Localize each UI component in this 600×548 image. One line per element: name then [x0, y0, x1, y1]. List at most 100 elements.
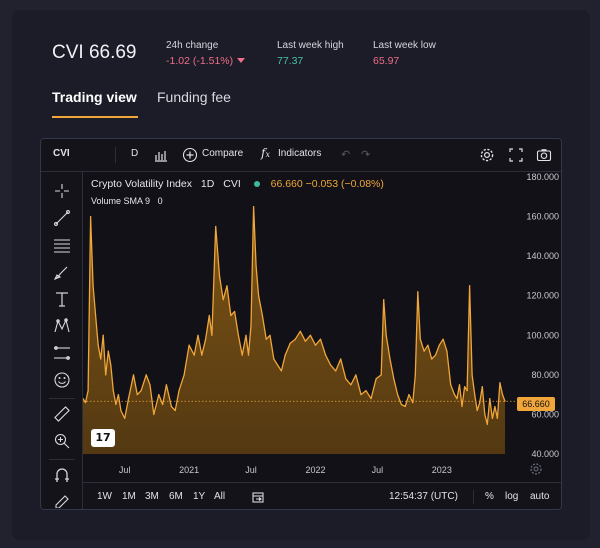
- legend-symbol: CVI: [223, 178, 241, 190]
- data-point: [486, 423, 488, 425]
- data-point: [438, 344, 440, 346]
- range-bar: 1W 1M 3M 6M 1Y All 12:54:37 (UTC) % log …: [83, 482, 561, 509]
- data-point: [400, 403, 402, 406]
- data-point: [218, 275, 221, 277]
- zoom-in-icon[interactable]: [53, 432, 71, 450]
- data-point: [389, 358, 391, 360]
- page-title: CVI 66.69: [52, 42, 137, 63]
- data-point: [241, 354, 243, 356]
- data-point: [330, 364, 332, 366]
- data-point: [83, 398, 84, 400]
- range-1w-button[interactable]: 1W: [97, 491, 112, 502]
- settings-gear-icon[interactable]: [479, 147, 495, 163]
- chart-legend: Crypto Volatility Index 1D CVI 66.660 −0…: [91, 178, 384, 190]
- indicators-fx-icon[interactable]: fx: [261, 146, 270, 160]
- volume-value: 0: [157, 196, 163, 206]
- data-point: [397, 394, 399, 396]
- data-point: [178, 390, 180, 392]
- redo-icon[interactable]: ↷: [361, 149, 371, 161]
- data-point: [499, 382, 501, 384]
- range-3m-button[interactable]: 3M: [145, 491, 159, 502]
- fib-icon[interactable]: [53, 236, 71, 254]
- change-value: -1.02 (-1.51%): [166, 55, 246, 67]
- week-low-value: 65.97: [373, 55, 400, 67]
- data-point: [208, 314, 210, 317]
- y-tick-label: 40.000: [531, 449, 559, 459]
- ruler-icon[interactable]: [53, 405, 71, 423]
- data-point: [370, 398, 372, 400]
- fullscreen-icon[interactable]: [508, 147, 524, 163]
- data-point: [149, 384, 151, 386]
- emoji-icon[interactable]: [53, 371, 71, 389]
- active-tab-underline: [52, 116, 138, 118]
- price-chart-plot[interactable]: Jul 2021 Jul 2022 Jul 2023 180.000 160.000 140.…: [83, 172, 561, 482]
- compare-button[interactable]: Compare: [202, 148, 244, 159]
- week-high-value: 77.37: [277, 55, 304, 67]
- legend-interval: 1D: [200, 178, 215, 190]
- auto-toggle[interactable]: auto: [530, 491, 550, 502]
- data-point: [170, 405, 172, 408]
- data-point: [458, 384, 461, 386]
- data-point: [484, 413, 486, 415]
- magnet-icon[interactable]: [53, 466, 71, 484]
- indicators-button[interactable]: Indicators: [278, 148, 322, 159]
- data-point: [431, 358, 433, 360]
- text-icon[interactable]: [53, 290, 71, 308]
- pattern-icon[interactable]: [53, 317, 71, 335]
- data-point: [273, 358, 275, 360]
- data-point: [476, 409, 478, 412]
- data-point: [87, 390, 89, 392]
- range-6m-button[interactable]: 6M: [169, 491, 183, 502]
- range-1y-button[interactable]: 1Y: [193, 491, 206, 502]
- crosshair-icon[interactable]: [53, 182, 71, 200]
- data-point: [188, 344, 190, 346]
- measure-range-icon[interactable]: [53, 344, 71, 362]
- data-point: [355, 374, 357, 376]
- y-tick-label: 100.000: [526, 330, 559, 340]
- y-tick-label: 60.000: [531, 409, 559, 419]
- data-point: [136, 394, 138, 396]
- data-point: [335, 370, 337, 372]
- data-point: [469, 285, 471, 287]
- data-point: [250, 324, 252, 326]
- data-point: [427, 344, 429, 346]
- symbol-search-button[interactable]: CVI: [53, 148, 70, 159]
- chart-type-icon[interactable]: [153, 147, 169, 163]
- interval-button[interactable]: D: [131, 148, 139, 159]
- chart-settings-gear-icon[interactable]: [529, 462, 543, 476]
- data-point: [375, 378, 377, 380]
- data-point: [158, 394, 160, 396]
- area-fill: [83, 206, 505, 454]
- camera-snapshot-icon[interactable]: [536, 147, 552, 163]
- data-point: [226, 285, 228, 287]
- tradingview-logo[interactable]: 17: [91, 429, 115, 447]
- data-point: [309, 334, 311, 336]
- chart-toolbar: CVI D Compare fx Indicators ↶ ↷: [41, 139, 561, 172]
- tab-trading-view[interactable]: Trading view: [52, 89, 137, 105]
- percent-toggle[interactable]: %: [485, 491, 494, 502]
- data-point: [461, 405, 463, 408]
- week-low-stat: Last week low 65.97: [373, 40, 436, 67]
- status-dot-icon: [253, 180, 260, 187]
- data-point: [289, 342, 291, 344]
- range-1m-button[interactable]: 1M: [122, 491, 136, 502]
- data-point: [261, 314, 263, 317]
- go-to-date-icon[interactable]: [251, 490, 265, 504]
- data-point: [112, 390, 114, 392]
- data-point: [365, 390, 367, 392]
- undo-icon[interactable]: ↶: [341, 149, 351, 161]
- data-point: [496, 417, 498, 419]
- compare-plus-icon[interactable]: [182, 147, 198, 163]
- data-point: [284, 354, 286, 356]
- data-point: [140, 390, 142, 392]
- data-point: [162, 403, 164, 406]
- clock-time[interactable]: 12:54:37 (UTC): [389, 491, 458, 502]
- brush-icon[interactable]: [53, 263, 71, 281]
- data-point: [84, 402, 87, 404]
- legend-values: 66.660 −0.053 (−0.08%): [270, 178, 384, 190]
- range-all-button[interactable]: All: [214, 491, 226, 502]
- lock-draw-icon[interactable]: [53, 490, 71, 508]
- log-toggle[interactable]: log: [505, 491, 519, 502]
- trend-line-icon[interactable]: [53, 209, 71, 227]
- tab-funding-fee[interactable]: Funding fee: [157, 89, 231, 105]
